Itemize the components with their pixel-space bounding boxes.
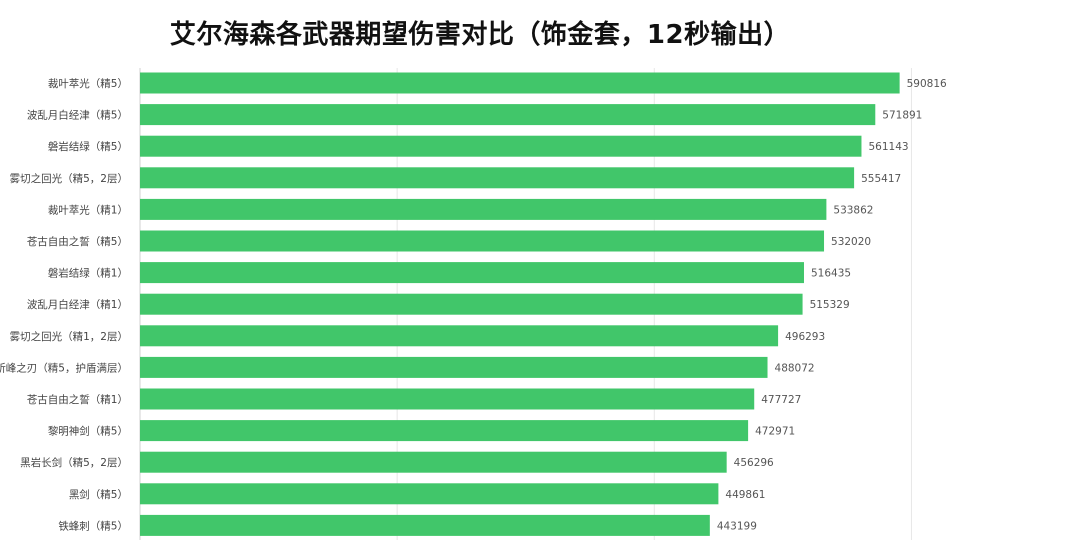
value-label: 456296 bbox=[734, 457, 774, 469]
bar bbox=[140, 230, 825, 252]
value-label: 516435 bbox=[811, 268, 851, 280]
bar bbox=[140, 325, 779, 347]
value-label: 488072 bbox=[775, 362, 815, 374]
value-label: 590816 bbox=[907, 78, 947, 90]
bar bbox=[140, 388, 755, 410]
value-label: 561143 bbox=[868, 141, 908, 153]
category-label: 雾切之回光（精1，2层） bbox=[10, 330, 128, 343]
value-label: 472971 bbox=[755, 426, 795, 438]
bar bbox=[140, 356, 768, 378]
bar bbox=[140, 167, 855, 189]
bar bbox=[140, 420, 749, 442]
category-label: 波乱月白经津（精5） bbox=[27, 109, 128, 122]
bar bbox=[140, 198, 827, 220]
value-label: 533862 bbox=[833, 204, 873, 216]
category-label: 磐岩结绿（精5） bbox=[48, 140, 128, 153]
category-label: 裁叶萃光（精1） bbox=[48, 203, 128, 216]
category-label: 裁叶萃光（精5） bbox=[48, 77, 128, 90]
value-label: 532020 bbox=[831, 236, 871, 248]
category-label: 苍古自由之誓（精1） bbox=[27, 393, 128, 406]
category-labels: 裁叶萃光（精5） 波乱月白经津（精5） 磐岩结绿（精5） 雾切之回光（精5，2层） 裁叶… bbox=[0, 77, 128, 532]
category-label: 雾切之回光（精5，2层） bbox=[10, 172, 128, 185]
category-label: 波乱月白经津（精1） bbox=[27, 298, 128, 311]
category-label: 黑剑（精5） bbox=[69, 488, 128, 501]
bars bbox=[140, 72, 900, 536]
category-label: 斫峰之刃（精5，护盾满层） bbox=[0, 361, 128, 374]
value-labels: 590816 571891 561143 555417 533862 532020 5164… bbox=[717, 78, 947, 532]
bar bbox=[140, 262, 804, 284]
chart-title: 艾尔海森各武器期望伤害对比（饰金套，12秒输出） bbox=[169, 20, 791, 50]
category-label: 黑岩长剑（精5，2层） bbox=[20, 456, 128, 469]
value-label: 477727 bbox=[761, 394, 801, 406]
bar bbox=[140, 293, 803, 315]
value-label: 571891 bbox=[882, 110, 922, 122]
category-label: 磐岩结绿（精1） bbox=[48, 267, 128, 280]
bar bbox=[140, 104, 876, 126]
value-label: 449861 bbox=[725, 489, 765, 501]
bar bbox=[140, 451, 727, 473]
value-label: 443199 bbox=[717, 520, 757, 532]
bar bbox=[140, 135, 862, 157]
bar bbox=[140, 514, 710, 536]
value-label: 515329 bbox=[810, 299, 850, 311]
category-label: 黎明神剑（精5） bbox=[48, 425, 128, 438]
category-label: 苍古自由之誓（精5） bbox=[27, 235, 128, 248]
value-label: 555417 bbox=[861, 173, 901, 185]
category-label: 铁蜂刺（精5） bbox=[58, 519, 128, 532]
bar bbox=[140, 72, 900, 94]
value-label: 496293 bbox=[785, 331, 825, 343]
bar bbox=[140, 483, 719, 505]
